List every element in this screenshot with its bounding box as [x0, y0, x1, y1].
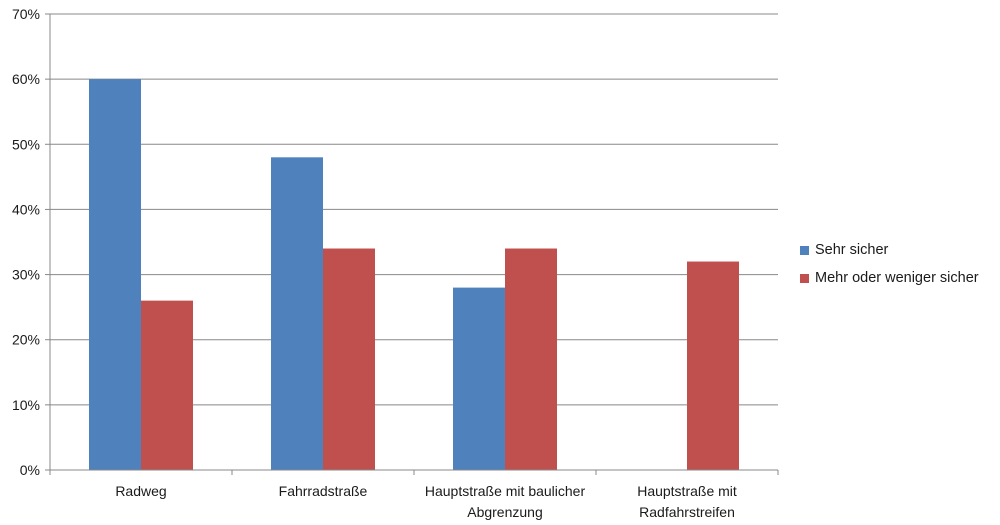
bar: [687, 261, 739, 470]
bar: [505, 248, 557, 470]
legend-item-mehr-oder-weniger-sicher: Mehr oder weniger sicher: [800, 264, 979, 292]
x-axis-labels: Radweg Fahrradstraße Hauptstraße mit bauli…: [115, 483, 737, 520]
x-tick-label: Hauptstraße mit Radfahrstreifen: [637, 483, 737, 520]
y-tick-label: 0%: [20, 462, 40, 478]
legend-swatch: [800, 273, 809, 283]
bar: [141, 300, 193, 470]
bar: [89, 79, 141, 471]
bar: [271, 157, 323, 471]
y-tick-label: 70%: [12, 6, 40, 22]
y-tick-label: 10%: [12, 397, 40, 413]
legend-label: Sehr sicher: [815, 242, 889, 258]
y-tick-label: 60%: [12, 71, 40, 87]
bars: [89, 79, 739, 471]
legend: Sehr sicher Mehr oder weniger sicher: [800, 236, 979, 292]
y-tick-label: 20%: [12, 332, 40, 348]
bar: [453, 287, 505, 470]
legend-item-sehr-sicher: Sehr sicher: [800, 236, 979, 264]
y-axis-ticks: 0% 10% 20% 30% 40% 50% 60% 70%: [12, 6, 40, 478]
x-tick-label: Fahrradstraße: [279, 483, 368, 499]
y-tick-label: 40%: [12, 201, 40, 217]
bar: [323, 248, 375, 470]
axes: [49, 14, 779, 475]
x-tick-label: Radweg: [115, 483, 166, 499]
x-tick-label: Hauptstraße mit baulicher Abgrenzung: [425, 483, 586, 520]
legend-label: Mehr oder weniger sicher: [815, 270, 979, 286]
legend-swatch: [800, 245, 809, 255]
y-tick-label: 50%: [12, 136, 40, 152]
y-tick-label: 30%: [12, 267, 40, 283]
